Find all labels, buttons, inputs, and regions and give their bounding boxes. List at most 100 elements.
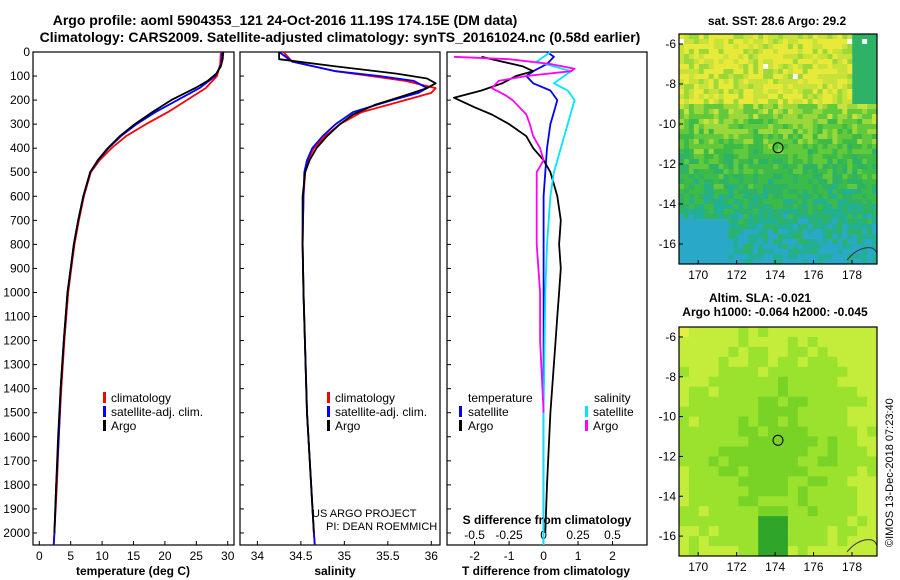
map-cell [792,99,799,105]
map-cell [679,149,685,155]
map-cell [862,149,868,155]
map-cell [748,189,754,195]
map-cell [827,79,833,85]
map-cell [758,44,764,50]
map-cell [827,446,838,457]
map-cell [807,516,819,527]
map-cell [807,179,814,185]
coastline [846,247,878,261]
map-cell [713,74,720,80]
map-cell [723,174,729,180]
map-cell [807,244,814,250]
map-cell [792,214,799,220]
map-cell [679,99,685,105]
map-cell [743,239,749,245]
map-cell [778,426,789,438]
map-cell [683,194,690,200]
map-cell [683,214,690,220]
map-cell [792,254,799,260]
map-cell [753,104,759,110]
y-tick-label: 1900 [3,502,30,516]
map-cell [713,164,720,170]
map-cell [698,496,710,507]
map-cell [723,124,729,130]
map-cell [822,94,828,100]
map-cell [738,119,744,125]
map-cell [728,536,739,547]
map-cell [773,89,779,95]
map-cell [679,104,685,110]
map-cell [842,244,848,250]
map-cell [748,426,759,438]
map-cell [842,164,848,170]
map-cell [837,149,843,155]
map-cell [817,39,824,45]
map-cell [679,446,690,457]
map-cell [837,496,848,507]
map-cell [698,536,710,547]
map-cell [842,159,848,165]
map-cell [782,194,789,200]
map-cell [688,109,695,115]
map-cell [827,194,833,200]
map-cell [758,396,769,408]
map-cell [862,89,868,95]
map-cell [693,69,700,75]
map-cell [867,184,873,190]
map-cell [862,179,868,185]
map-cell [847,154,853,160]
map-cell [802,214,809,220]
map-cell [753,89,759,95]
map-cell [837,144,843,150]
map-cell [842,214,848,220]
map-cell [743,169,749,175]
map-cell [802,64,809,70]
map-cell [797,199,804,205]
map-cell [728,436,739,447]
map-cell [847,189,853,195]
map-cell [792,104,799,110]
map-cell [768,139,774,145]
map-cell [733,199,739,205]
map-cell [797,109,804,115]
map-cell [693,199,700,205]
map-cell [778,44,784,50]
map-cell [703,54,710,60]
map-cell [763,149,769,155]
map-cell [718,219,725,225]
map-cell [792,84,799,90]
map-cell [688,104,695,110]
map-cell [802,224,809,230]
map-cell [713,59,720,65]
map-cell [688,144,695,150]
map-cell [683,119,690,125]
map-cell [837,244,843,250]
map-cell [713,64,720,70]
map-cell [698,124,705,130]
legend-swatch-argo [103,420,106,431]
map-cell [768,69,774,75]
map-cell [857,436,868,447]
map-cell [787,219,794,225]
map-cell [812,49,819,55]
map-cell [743,74,749,80]
map-cell [847,104,853,110]
map-cell [773,99,779,105]
map-cell [867,124,873,130]
map-cell [738,239,744,245]
map-cell [738,396,749,408]
map-cell [723,84,729,90]
map-cell [728,109,734,115]
map-cell [713,84,720,90]
series-line-salinity-satellite [535,51,576,545]
map-cell [728,189,734,195]
map-cell [807,199,814,205]
map-cell [778,59,784,65]
map-cell [792,259,799,265]
map-cell [822,219,828,225]
map-cell [847,184,853,190]
map-cell [723,254,729,260]
map-cell [753,74,759,80]
map-cell [797,336,809,348]
map-cell [728,39,734,45]
